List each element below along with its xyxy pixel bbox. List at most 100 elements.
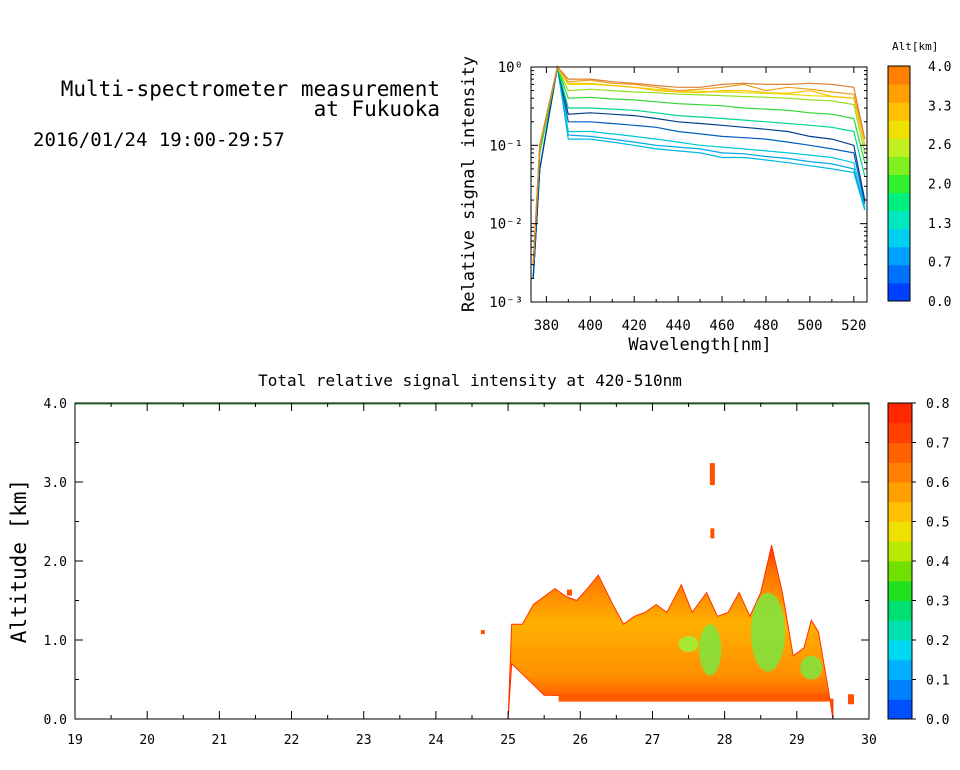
- heatmap-y-tick-label-4: 4.0: [44, 397, 67, 412]
- spectrum-colorbar-swatch-7: [888, 156, 910, 175]
- datetime-label: 2016/01/24 19:00-29:57: [33, 129, 285, 151]
- spectrum-x-axis-label: Wavelength[nm]: [628, 335, 771, 355]
- heatmap-colorbar-swatch-7: [888, 561, 912, 582]
- heatmap-green-core-2: [800, 655, 823, 680]
- spectrum-series-line-6: [532, 64, 866, 265]
- spectrum-x-tick-label-2: 420: [622, 318, 647, 334]
- spectrum-series-line-11: [532, 65, 866, 265]
- heatmap-colorbar-swatch-8: [888, 541, 912, 562]
- spectrum-colorbar-swatch-8: [888, 138, 910, 157]
- heatmap-patch-4: [566, 589, 572, 596]
- heatmap-colorbar-swatch-4: [888, 620, 912, 641]
- spectrum-colorbar-frame: [887, 65, 911, 302]
- spectrum-colorbar-swatch-3: [888, 228, 910, 248]
- heatmap-colorbar-swatch-11: [888, 482, 912, 503]
- spectrum-colorbar-tick-label-5: 3.3: [928, 99, 951, 114]
- spectrum-series-line-7: [532, 65, 866, 265]
- spectrum-x-tick-label-5: 480: [753, 318, 778, 334]
- spectrum-series-line-5: [532, 66, 866, 265]
- spectrum-colorbar-swatch-9: [888, 120, 910, 139]
- spectrum-colorbar-label: Alt[km]: [892, 40, 938, 53]
- heatmap-colorbar-swatch-9: [888, 521, 912, 542]
- heatmap-low-band: [558, 693, 830, 702]
- heatmap-x-tick-label-1: 20: [139, 733, 155, 748]
- spectrum-series-line-10: [532, 65, 866, 265]
- spectrum-series-line-2: [532, 66, 866, 279]
- heatmap-x-tick-label-3: 22: [284, 733, 300, 748]
- heatmap-x-tick-label-6: 25: [500, 733, 516, 748]
- spectrum-x-tick-label-4: 460: [709, 318, 734, 334]
- spectrum-y-tick-label-0: 10⁻³: [489, 295, 523, 311]
- heatmap-x-tick-label-11: 30: [861, 733, 877, 748]
- heatmap-colorbar-tick-label-3: 0.3: [926, 595, 949, 610]
- heatmap-x-tick-label-8: 27: [645, 733, 661, 748]
- heatmap-x-tick-label-0: 19: [67, 733, 83, 748]
- spectrum-y-tick-label-3: 10⁰: [498, 60, 523, 76]
- heatmap-x-tick-label-4: 23: [356, 733, 372, 748]
- spectrum-colorbar-swatch-0: [888, 282, 910, 302]
- heatmap-x-tick-label-2: 21: [212, 733, 228, 748]
- heatmap-colorbar-tick-label-7: 0.7: [926, 437, 949, 452]
- spectrum-chart: 380 400 420 440 460 480 500 52010⁻³10⁻²10⁻¹10⁰ …: [459, 40, 951, 355]
- spectrum-y-axis-label: Relative signal intensity: [459, 56, 479, 312]
- spectrum-x-tick-label-7: 520: [841, 318, 866, 334]
- heatmap-green-core-1: [750, 592, 785, 672]
- heatmap-colorbar-swatch-14: [888, 422, 912, 443]
- heatmap-green-core-0: [699, 624, 722, 676]
- altitude-time-heatmap: Total relative signal intensity at 420-5…: [7, 371, 950, 748]
- spectrum-series-line-9: [532, 65, 866, 265]
- heatmap-green-core-extra: [678, 635, 699, 652]
- heatmap-colorbar-tick-label-5: 0.5: [926, 516, 949, 531]
- heatmap-colorbar-swatch-15: [888, 403, 912, 424]
- spectrum-colorbar-swatch-1: [888, 264, 910, 284]
- spectrum-x-tick-label-1: 400: [578, 318, 603, 334]
- spectrum-y-tick-label-2: 10⁻¹: [489, 138, 523, 154]
- heatmap-y-tick-label-0: 0.0: [44, 713, 67, 728]
- heatmap-colorbar-swatch-10: [888, 501, 912, 522]
- heatmap-y-axis-label: Altitude [km]: [7, 479, 31, 643]
- heatmap-colorbar-tick-label-2: 0.2: [926, 634, 949, 649]
- spectrum-colorbar-swatch-2: [888, 246, 910, 266]
- spectrum-colorbar: 0.0 0.7 1.3 2.0 2.6 3.3 4.0: [887, 60, 951, 310]
- spectrum-colorbar-tick-label-1: 0.7: [928, 256, 951, 271]
- spectrum-series-line-0: [532, 66, 866, 279]
- heatmap-x-tick-label-9: 28: [717, 733, 733, 748]
- page-title-line1: Multi-spectrometer measurement: [61, 77, 440, 101]
- spectrum-colorbar-swatch-12: [888, 66, 910, 85]
- spectrum-x-tick-label-6: 500: [797, 318, 822, 334]
- heatmap-colorbar-swatch-1: [888, 679, 912, 700]
- spectrum-colorbar-tick-label-4: 2.6: [928, 138, 951, 153]
- spectrum-y-tick-label-1: 10⁻²: [489, 217, 523, 233]
- heatmap-patch-1: [709, 463, 715, 486]
- spectrum-colorbar-tick-label-6: 4.0: [928, 60, 951, 75]
- spectrum-colorbar-swatch-6: [888, 174, 910, 194]
- spectrum-series-line-4: [532, 66, 866, 279]
- spectrum-colorbar-tick-label-0: 0.0: [928, 295, 951, 310]
- spectrum-series-group: [532, 64, 866, 279]
- heatmap-colorbar-swatch-12: [888, 462, 912, 483]
- heatmap-colorbar-swatch-3: [888, 640, 912, 661]
- heatmap-x-tick-label-5: 24: [428, 733, 444, 748]
- spectrum-series-line-3: [532, 66, 866, 279]
- spectrum-plot-frame: [530, 66, 868, 303]
- heatmap-x-tick-label-7: 26: [572, 733, 588, 748]
- heatmap-colorbar-tick-label-0: 0.0: [926, 713, 949, 728]
- spectrum-colorbar-swatch-11: [888, 84, 910, 103]
- heatmap-cloud-region: [507, 545, 834, 720]
- heatmap-y-tick-label-2: 2.0: [44, 555, 67, 570]
- heatmap-y-tick-label-1: 1.0: [44, 634, 67, 649]
- heatmap-colorbar-swatch-13: [888, 442, 912, 463]
- spectrum-series-line-1: [532, 66, 866, 279]
- heatmap-colorbar-tick-label-8: 0.8: [926, 397, 949, 412]
- heatmap-patch-3: [847, 694, 854, 705]
- page-title-line2: at Fukuoka: [314, 97, 440, 121]
- heatmap-body: [75, 403, 869, 720]
- heatmap-patch-0: [480, 630, 485, 635]
- spectrum-colorbar-tick-label-2: 1.3: [928, 217, 951, 232]
- heatmap-colorbar-swatch-2: [888, 659, 912, 680]
- heatmap-y-tick-label-3: 3.0: [44, 476, 67, 491]
- heatmap-colorbar: 0.0 0.1 0.2 0.3 0.4 0.5 0.6 0.7 0.8: [887, 397, 950, 728]
- heatmap-colorbar-tick-label-4: 0.4: [926, 555, 950, 570]
- spectrum-series-line-8: [532, 65, 866, 265]
